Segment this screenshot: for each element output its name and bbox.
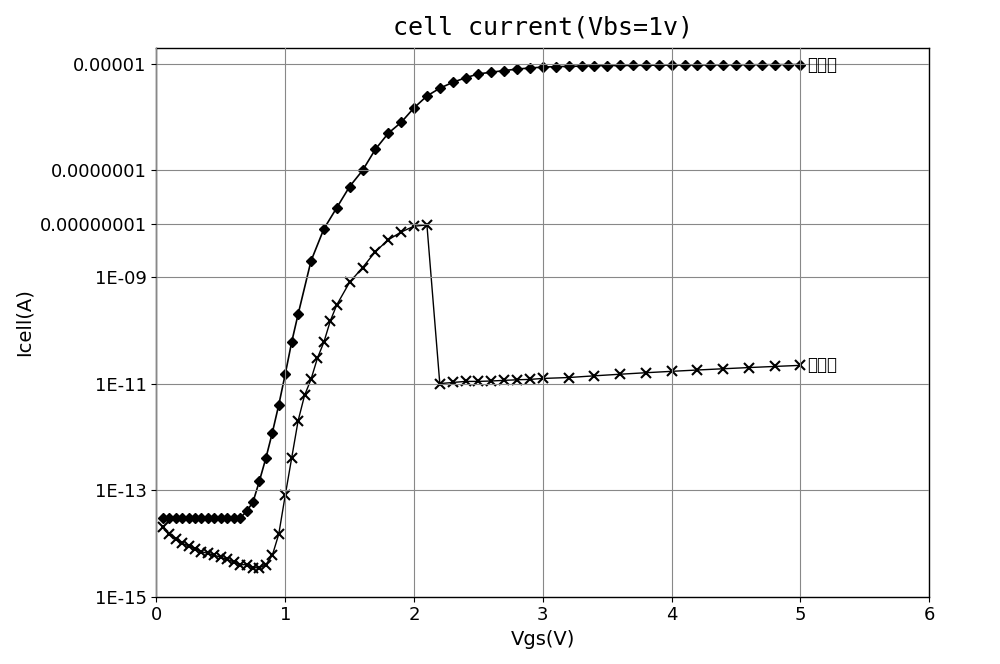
Y-axis label: Icell(A): Icell(A) (15, 288, 34, 357)
Title: cell current(Vbs=1v): cell current(Vbs=1v) (393, 15, 693, 39)
Text: 编程前: 编程前 (807, 357, 837, 374)
Text: 编程后: 编程后 (807, 56, 837, 74)
X-axis label: Vgs(V): Vgs(V) (511, 630, 575, 649)
